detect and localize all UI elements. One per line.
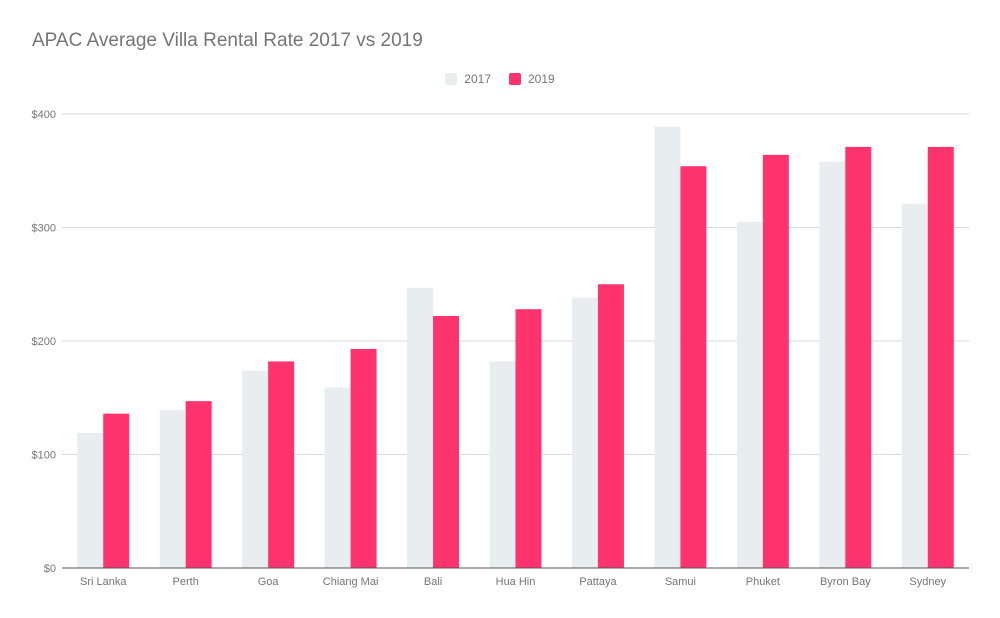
y-tick-label: $200: [32, 336, 56, 348]
legend-item-2019[interactable]: 2019: [509, 72, 555, 86]
x-tick-label: Byron Bay: [820, 576, 871, 588]
chart-title: APAC Average Villa Rental Rate 2017 vs 2…: [32, 30, 423, 51]
bar-2017-samui[interactable]: [654, 126, 681, 569]
legend: 2017 2019: [0, 72, 1000, 86]
y-axis-tick-labels: $0 $100 $200 $300 $400: [32, 109, 56, 575]
x-tick-label: Samui: [665, 576, 696, 588]
bar-2019-goa[interactable]: [268, 361, 295, 568]
y-tick-label: $300: [32, 223, 56, 235]
bar-2019-chiang-mai[interactable]: [350, 348, 377, 568]
x-tick-label: Hua Hin: [496, 576, 536, 588]
bar-2019-bali[interactable]: [433, 316, 460, 568]
legend-label-2019: 2019: [528, 72, 555, 86]
bar-2017-sri-lanka[interactable]: [77, 432, 104, 568]
x-tick-label: Sydney: [909, 576, 946, 588]
bar-2019-samui[interactable]: [680, 166, 707, 568]
bar-2017-perth[interactable]: [159, 410, 186, 568]
bars: [77, 126, 954, 569]
bar-2017-chiang-mai[interactable]: [324, 387, 351, 568]
x-tick-label: Bali: [424, 576, 442, 588]
legend-swatch-2017: [445, 73, 458, 85]
x-tick-label: Chiang Mai: [323, 576, 379, 588]
bar-2017-phuket[interactable]: [736, 221, 763, 568]
y-tick-label: $400: [32, 109, 56, 121]
x-tick-label: Goa: [258, 576, 280, 588]
x-tick-label: Sri Lanka: [80, 576, 127, 588]
legend-label-2017: 2017: [464, 72, 491, 86]
bar-2017-pattaya[interactable]: [571, 297, 598, 568]
bar-2017-goa[interactable]: [242, 370, 269, 568]
bar-2017-sydney[interactable]: [901, 203, 928, 569]
bar-2017-hua-hin[interactable]: [489, 361, 516, 568]
y-tick-label: $100: [32, 450, 56, 462]
bar-2019-sri-lanka[interactable]: [103, 413, 130, 568]
bar-2019-hua-hin[interactable]: [515, 309, 542, 568]
y-tick-label: $0: [44, 563, 56, 575]
bar-2019-perth[interactable]: [185, 401, 212, 568]
bar-2019-sydney[interactable]: [927, 146, 954, 569]
x-tick-label: Phuket: [746, 576, 780, 588]
x-tick-label: Perth: [173, 576, 199, 588]
bar-2017-bali[interactable]: [407, 287, 434, 568]
bar-2019-pattaya[interactable]: [597, 284, 624, 568]
bar-2017-byron-bay[interactable]: [819, 161, 846, 569]
legend-swatch-2019: [509, 73, 521, 85]
bar-2019-byron-bay[interactable]: [845, 146, 872, 569]
bar-2019-phuket[interactable]: [762, 154, 789, 569]
x-tick-label: Pattaya: [579, 576, 617, 588]
x-axis-tick-labels: Sri Lanka Perth Goa Chiang Mai Bali Hua Hin Pa…: [80, 576, 947, 588]
legend-item-2017[interactable]: 2017: [445, 72, 491, 86]
